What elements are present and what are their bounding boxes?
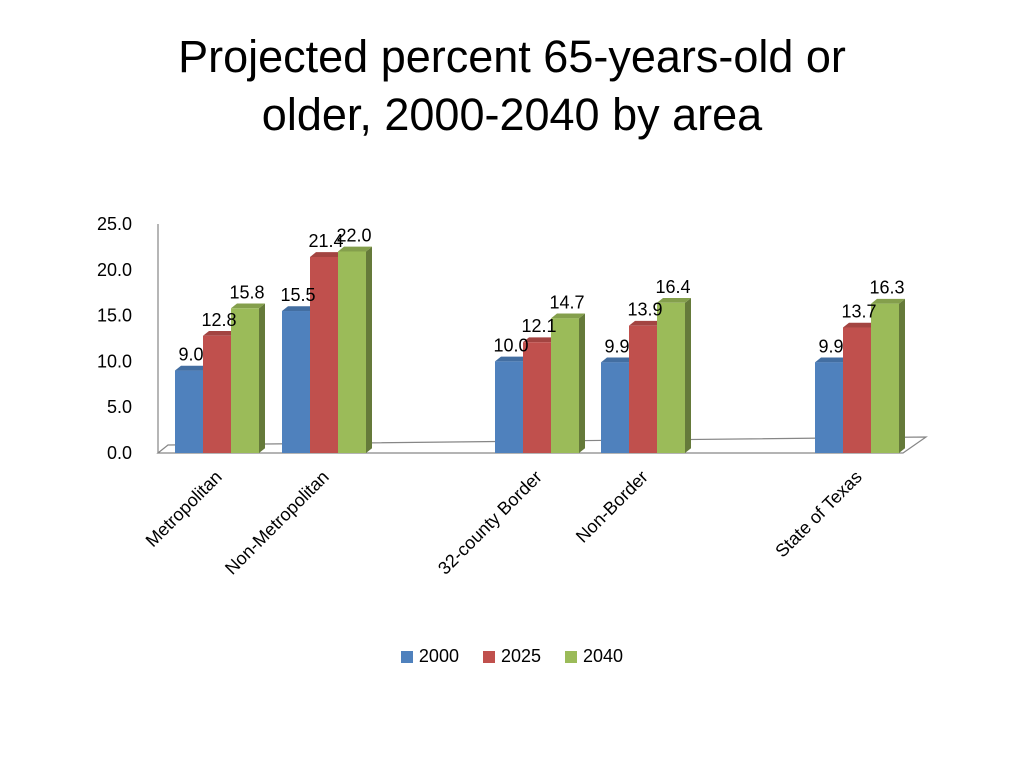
bar-top (871, 298, 905, 304)
bar-2040-2 (551, 313, 585, 453)
bar-top (523, 337, 557, 343)
legend-item-2025: 2025 (482, 646, 542, 667)
data-label-2040-3: 16.4 (655, 277, 690, 297)
bar-side (579, 313, 585, 453)
y-tick-label: 20.0 (97, 260, 132, 280)
data-label-2000-4: 9.9 (818, 336, 843, 356)
bar-2025-4 (843, 322, 877, 453)
category-label: Metropolitan (142, 467, 226, 551)
bar-2040-1 (338, 246, 372, 453)
data-label-2025-4: 13.7 (841, 302, 876, 322)
data-label-2000-3: 9.9 (604, 336, 629, 356)
data-label-2040-2: 14.7 (549, 292, 584, 312)
bar-top (175, 365, 209, 371)
legend-swatch-2025 (482, 650, 495, 663)
chart-title-line-2: older, 2000-2040 by area (261, 89, 763, 140)
data-label-2000-1: 15.5 (280, 285, 315, 305)
bar-front (175, 370, 203, 453)
data-label-2025-2: 12.1 (521, 316, 556, 336)
bar-side (685, 297, 691, 453)
y-tick-label: 15.0 (97, 306, 132, 326)
bar-top (551, 313, 585, 319)
bar-2040-0 (231, 303, 265, 453)
y-tick-label: 5.0 (107, 397, 132, 417)
bar-side (366, 246, 372, 453)
bar-front (231, 308, 259, 453)
y-tick-label: 10.0 (97, 351, 132, 371)
bar-top (495, 356, 529, 362)
bar-top (843, 322, 877, 328)
bar-front (815, 362, 843, 453)
bar-layer (175, 246, 905, 453)
axis-layer: 0.0 5.0 10.0 15.0 20.0 25.0 (97, 214, 928, 463)
legend-label-2000: 2000 (418, 646, 459, 666)
bar-top (815, 357, 849, 363)
bar-side (259, 303, 265, 453)
legend-item-2000: 2000 (400, 646, 459, 667)
bar-2040-4 (871, 298, 905, 453)
data-label-2000-0: 9.0 (178, 345, 203, 365)
bar-side (899, 298, 905, 453)
legend-label-2025: 2025 (500, 646, 542, 666)
legend-item-2040: 2040 (565, 646, 623, 667)
bar-front (657, 302, 685, 453)
bar-front (629, 325, 657, 453)
bar-front (310, 256, 338, 453)
bar-top (282, 306, 316, 312)
bar-front (523, 342, 551, 453)
data-label-2025-0: 12.8 (201, 310, 236, 330)
bar-front (843, 327, 871, 453)
data-label-2025-1: 21.4 (308, 231, 343, 251)
bar-front (871, 303, 899, 453)
bar-front (338, 251, 366, 453)
data-label-2025-3: 13.9 (627, 300, 662, 320)
category-label: State of Texas (771, 467, 866, 562)
data-label-2000-2: 10.0 (493, 335, 528, 355)
legend-swatch-2040 (565, 650, 578, 663)
chart-title: Projected percent 65-years-old or older,… (0, 28, 1024, 144)
bar-front (601, 362, 629, 453)
bar-2040-3 (657, 297, 691, 453)
bar-front (551, 318, 579, 453)
category-label: Non-Border (572, 467, 652, 547)
legend-label-2040: 2040 (583, 646, 624, 666)
bar-top (310, 252, 344, 257)
legend: 2000 2025 2040 (0, 646, 1024, 667)
bar-top (203, 330, 237, 336)
bar-top (231, 303, 265, 309)
bar-front (282, 311, 310, 453)
category-label: 32-county Border (434, 467, 546, 579)
bar-top (657, 297, 691, 303)
legend-swatch-2000 (400, 650, 413, 663)
bar-front (203, 335, 231, 453)
data-label-2040-1: 22.0 (336, 225, 371, 245)
category-label: Non-Metropolitan (221, 467, 333, 579)
chart-title-line-1: Projected percent 65-years-old or (178, 31, 846, 82)
y-tick-label: 25.0 (97, 214, 132, 234)
bar-top (338, 246, 372, 252)
y-tick-label: 0.0 (107, 443, 132, 463)
bar-front (495, 361, 523, 453)
bar-top (601, 357, 635, 363)
bar-top (629, 320, 663, 326)
data-label-2040-4: 16.3 (869, 278, 904, 298)
data-label-2040-0: 15.8 (229, 282, 264, 302)
